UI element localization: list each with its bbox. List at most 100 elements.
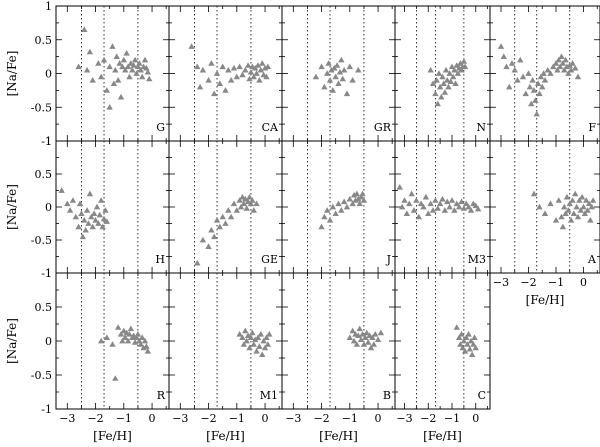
data-point [517, 56, 524, 63]
panel-g: G [55, 5, 170, 142]
data-point [233, 73, 240, 80]
data-point [355, 195, 362, 202]
data-point [257, 66, 265, 73]
data-point [131, 56, 139, 63]
data-point [222, 220, 229, 226]
data-point [126, 73, 133, 80]
data-point [584, 207, 591, 213]
panel-label: N [476, 121, 486, 134]
panel-j: J [281, 140, 396, 274]
data-point [134, 63, 142, 70]
data-point [577, 207, 584, 213]
data-point [254, 334, 262, 340]
data-point [440, 80, 447, 87]
y-tick-label: 0 [45, 335, 52, 348]
data-point [141, 337, 149, 344]
data-point [264, 341, 272, 347]
data-point [459, 344, 466, 351]
data-point [472, 202, 479, 209]
x-tick-label: −2 [420, 412, 436, 425]
data-point [519, 73, 527, 80]
data-point [533, 110, 540, 117]
data-point [117, 331, 125, 337]
data-point [122, 66, 129, 73]
data-point [103, 87, 111, 93]
data-point [460, 58, 468, 64]
data-point [561, 66, 568, 73]
panel-f: F [489, 5, 600, 142]
x-tick-label: 0 [375, 412, 382, 425]
data-point [415, 213, 422, 220]
panel-frame [55, 5, 170, 142]
data-point [536, 90, 543, 97]
data-point [420, 203, 427, 210]
data-point [199, 236, 207, 243]
x-tick-label: 0 [580, 276, 587, 289]
y-tick-label: 0 [45, 201, 52, 214]
data-point [588, 203, 595, 210]
data-point [92, 217, 99, 223]
data-point [69, 197, 77, 203]
data-point [253, 70, 260, 76]
data-point [256, 343, 263, 349]
data-point [441, 207, 449, 213]
data-point [253, 200, 260, 207]
y-tick-label: 1 [45, 135, 52, 148]
data-point [243, 205, 250, 211]
data-point [570, 210, 578, 216]
data-point [85, 220, 92, 226]
data-point [541, 77, 549, 83]
data-point [451, 66, 458, 73]
data-point [81, 26, 88, 33]
data-point [522, 90, 529, 97]
data-point [329, 203, 337, 210]
x-tick-label: 0 [262, 412, 269, 425]
data-point [497, 43, 505, 49]
data-point [500, 53, 507, 60]
data-point [457, 341, 464, 347]
data-point [540, 70, 547, 76]
data-point [138, 334, 146, 340]
data-point [360, 197, 368, 203]
data-point [103, 218, 111, 224]
data-point [350, 337, 358, 344]
data-point [434, 205, 441, 211]
data-point [242, 195, 249, 202]
data-point [83, 66, 91, 73]
data-point [98, 73, 105, 80]
x-tick-label: −1 [342, 412, 358, 425]
data-point [250, 207, 257, 213]
data-point [555, 197, 562, 203]
panel-frame [55, 272, 170, 410]
data-point [82, 226, 89, 233]
data-point [233, 207, 240, 213]
data-point [312, 73, 320, 80]
data-point [246, 344, 253, 351]
data-point [572, 64, 579, 71]
panel-m1: M1 [168, 272, 283, 410]
data-point [75, 63, 82, 70]
data-point [332, 210, 339, 216]
panel-label: C [478, 389, 486, 402]
data-point [75, 223, 82, 230]
panel-label: J [386, 253, 391, 266]
y-axis-title: [Na/Fe] [5, 51, 19, 97]
y-tick-label: -0.5 [31, 234, 52, 247]
x-tick-label: −3 [59, 412, 75, 425]
panel-frame [394, 272, 491, 410]
data-point [461, 63, 469, 70]
data-point [457, 60, 464, 66]
x-tick-label: −2 [520, 276, 536, 289]
panel-label: F [588, 121, 596, 134]
data-point [321, 83, 328, 90]
data-point [566, 200, 573, 207]
data-point [435, 70, 443, 76]
data-point [528, 100, 535, 107]
data-point [403, 210, 411, 216]
data-point [103, 334, 111, 340]
data-point [467, 337, 475, 344]
data-point [227, 77, 235, 83]
data-point [413, 197, 420, 203]
panel-h: H [55, 140, 170, 274]
data-point [194, 63, 201, 70]
